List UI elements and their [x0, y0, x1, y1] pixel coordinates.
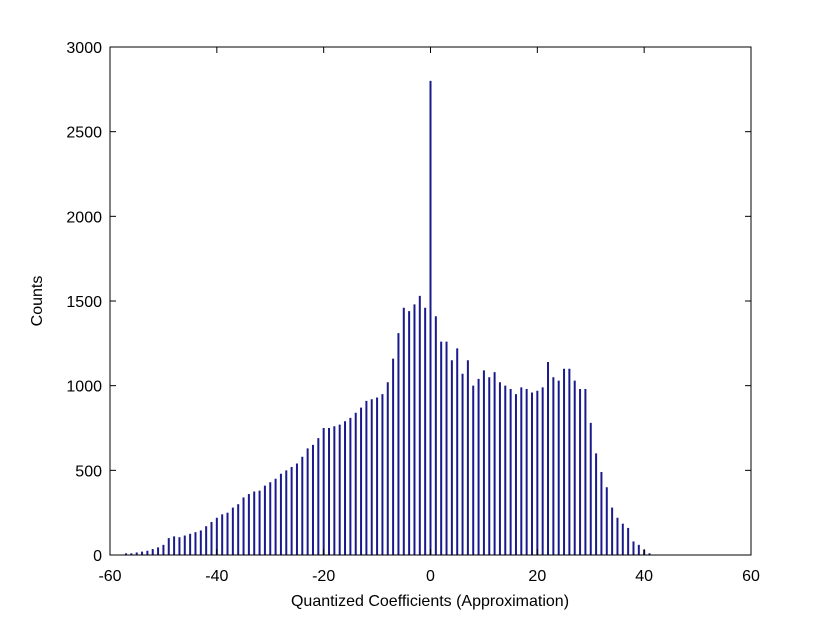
- x-tick-label: -20: [312, 568, 335, 585]
- x-tick-label: 20: [528, 568, 546, 585]
- y-tick-label: 500: [75, 463, 102, 480]
- y-axis-label: Counts: [29, 276, 46, 327]
- axes-box: [109, 46, 752, 556]
- x-tick-label: 60: [742, 568, 760, 585]
- x-axis-label: Quantized Coefficients (Approximation): [291, 593, 569, 610]
- bars-group: [125, 80, 651, 555]
- x-tick-label: -40: [205, 568, 228, 585]
- y-tick-label: 1500: [66, 294, 102, 311]
- y-tick-label: 3000: [66, 40, 102, 57]
- x-tick-label: 40: [635, 568, 653, 585]
- x-tick-label: 0: [426, 568, 435, 585]
- y-tick-label: 0: [93, 548, 102, 565]
- y-tick-label: 2500: [66, 125, 102, 142]
- x-tick-label: -60: [98, 568, 121, 585]
- y-tick-label: 2000: [66, 209, 102, 226]
- y-tick-label: 1000: [66, 379, 102, 396]
